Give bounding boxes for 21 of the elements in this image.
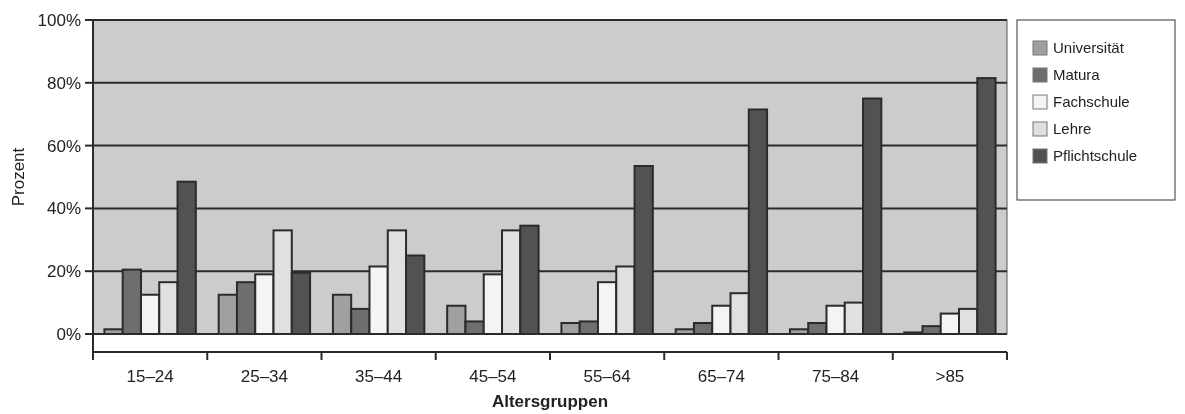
x-tick-label: 45–54 bbox=[469, 367, 517, 386]
x-tick-label: 15–24 bbox=[126, 367, 174, 386]
x-tick-label: 35–44 bbox=[354, 367, 403, 386]
y-tick-label: 0% bbox=[56, 324, 81, 344]
y-tick-label: 100% bbox=[37, 10, 81, 30]
x-tick-label: 25–34 bbox=[240, 367, 289, 386]
legend-label: Lehre bbox=[1053, 120, 1092, 138]
legend-label: Universität bbox=[1053, 39, 1125, 57]
x-axis-title: Altersgruppen bbox=[491, 392, 609, 411]
x-tick-label: 55–64 bbox=[583, 367, 631, 386]
x-tick-label: >85 bbox=[935, 367, 965, 386]
x-tick-label: 65–74 bbox=[697, 367, 746, 386]
y-tick-label: 80% bbox=[46, 73, 81, 93]
x-tick-label: 75–84 bbox=[811, 367, 860, 386]
legend-label: Fachschule bbox=[1053, 93, 1130, 111]
y-tick-label: 20% bbox=[46, 262, 81, 282]
y-axis-title: Prozent bbox=[9, 147, 28, 207]
y-tick-label: 40% bbox=[46, 199, 81, 219]
legend-label: Pflichtschule bbox=[1053, 147, 1138, 165]
legend-label: Matura bbox=[1053, 66, 1101, 84]
y-tick-label: 60% bbox=[46, 136, 81, 156]
